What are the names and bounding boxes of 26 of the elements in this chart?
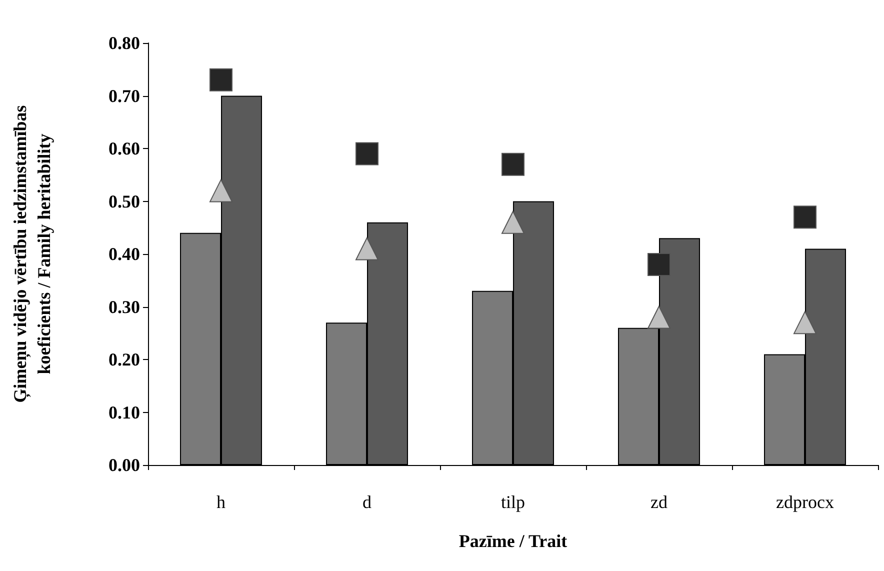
point <box>502 152 524 176</box>
point <box>502 210 524 234</box>
y-tick-label: 0.10 <box>108 402 140 422</box>
y-tick-label: 0.60 <box>108 138 140 158</box>
point <box>210 179 232 202</box>
point <box>794 311 816 334</box>
point <box>794 206 816 229</box>
point <box>356 142 378 166</box>
x-tick-label: d <box>362 492 372 512</box>
y-tick-label: 0.30 <box>108 296 140 317</box>
point <box>648 306 670 329</box>
y-tick-label: 0.00 <box>108 455 140 475</box>
x-tick-label: h <box>216 492 226 512</box>
y-tick-label: 0.20 <box>108 350 140 370</box>
y-tick-label: 0.50 <box>108 191 140 212</box>
y-tick-label: 0.80 <box>108 33 140 53</box>
point <box>210 68 232 92</box>
y-tick-label: 0.40 <box>108 244 140 264</box>
y-axis-title: Ģimeņu vidējo vērtību iedzimstamības koeficients / Family heritability <box>10 105 54 403</box>
point <box>356 237 378 260</box>
x-axis-title: Pazīme / Trait <box>458 531 568 551</box>
x-tick-label: zdprocx <box>776 492 834 512</box>
x-tick-label: tilp <box>500 492 526 512</box>
point <box>648 253 670 276</box>
x-tick-label: zd <box>650 492 668 512</box>
y-tick-label: 0.70 <box>108 86 140 106</box>
